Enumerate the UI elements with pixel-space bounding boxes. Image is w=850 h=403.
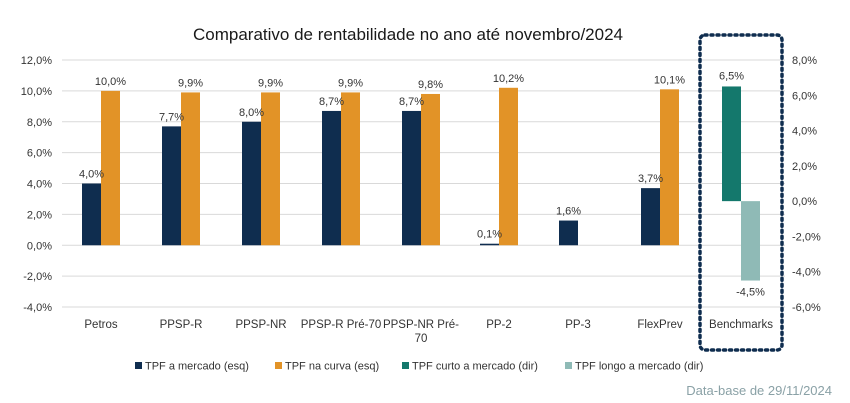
data-label: 1,6% <box>556 206 581 218</box>
legend-label: TPF longo a mercado (dir) <box>575 361 703 373</box>
bar-tpf-curva <box>181 92 200 246</box>
legend: TPF a mercado (esq) TPF na curva (esq) TPF… <box>135 361 703 373</box>
bar-tpf-curva <box>421 93 440 246</box>
bar-tpf-mercado <box>402 110 421 246</box>
category-label: FlexPrev <box>637 319 683 331</box>
legend-swatch <box>275 362 282 369</box>
data-label: 0,1% <box>477 229 502 241</box>
data-labels: 4,0% 10,0% 7,7% 9,9% 8,0% 9,9% 8,7% 9,9% 8,7% 9,8… <box>79 70 765 298</box>
category-label: PPSP-R <box>160 319 203 331</box>
left-tick-label: 12,0% <box>21 55 52 67</box>
data-label: 8,0% <box>239 107 264 119</box>
data-label: 7,7% <box>159 111 184 123</box>
benchmark-data-label: -4,5% <box>736 287 765 299</box>
category-label-benchmarks: Benchmarks <box>709 319 773 331</box>
category-label: PPSP-NR Pré- <box>383 319 459 331</box>
data-label: 10,2% <box>493 73 524 85</box>
right-tick-label: -2,0% <box>792 231 821 243</box>
footnote: Data-base de 29/11/2024 <box>686 383 832 398</box>
bar-tpf-mercado <box>559 220 578 246</box>
left-tick-label: 0,0% <box>27 240 52 252</box>
legend-label: TPF na curva (esq) <box>285 361 379 373</box>
right-tick-label: 4,0% <box>792 126 817 138</box>
legend-label: TPF a mercado (esq) <box>145 361 249 373</box>
left-tick-label: 2,0% <box>27 209 52 221</box>
category-label: PP-2 <box>486 319 512 331</box>
left-tick-label: 8,0% <box>27 117 52 129</box>
benchmarks-highlight-box <box>698 33 784 352</box>
left-tick-label: -2,0% <box>23 271 52 283</box>
right-tick-label: 6,0% <box>792 90 817 102</box>
bar-tpf-curva <box>261 92 280 246</box>
bar-tpf-curva <box>101 90 120 246</box>
bar-tpf-mercado <box>480 243 499 246</box>
data-label: 10,1% <box>654 74 685 86</box>
legend-swatch <box>565 362 572 369</box>
data-label: 9,9% <box>178 77 203 89</box>
bar-tpf-curva <box>499 87 518 246</box>
legend-swatch <box>402 362 409 369</box>
bars <box>82 86 760 281</box>
left-tick-label: -4,0% <box>23 302 52 314</box>
data-label: 8,7% <box>319 96 344 108</box>
legend-swatch <box>135 362 142 369</box>
category-labels: Petros PPSP-R PPSP-NR PPSP-R Pré-70 PPSP-NR … <box>84 319 773 345</box>
category-label: PPSP-R Pré-70 <box>301 319 382 331</box>
bar-tpf-mercado <box>322 110 341 246</box>
bar-tpf-mercado <box>82 183 101 246</box>
data-label: 3,7% <box>638 173 663 185</box>
category-label: PPSP-NR <box>235 319 286 331</box>
data-label: 10,0% <box>95 76 126 88</box>
category-label: Petros <box>84 319 117 331</box>
right-tick-label: 2,0% <box>792 161 817 173</box>
left-y-axis: -4,0% -2,0% 0,0% 2,0% 4,0% 6,0% 8,0% 10,0% 12,0% <box>21 55 52 314</box>
data-label: 8,7% <box>399 96 424 108</box>
bar-tpf-longo <box>741 201 760 281</box>
data-label: 9,8% <box>418 79 443 91</box>
data-label: 9,9% <box>338 77 363 89</box>
category-label: PP-3 <box>565 319 591 331</box>
left-tick-label: 6,0% <box>27 148 52 160</box>
data-label: 9,9% <box>258 77 283 89</box>
bar-tpf-mercado <box>162 126 181 246</box>
bar-tpf-curto <box>722 86 741 202</box>
bar-tpf-mercado <box>242 121 261 246</box>
left-tick-label: 10,0% <box>21 86 52 98</box>
right-tick-label: 8,0% <box>792 55 817 67</box>
right-tick-label: -6,0% <box>792 302 821 314</box>
right-tick-label: 0,0% <box>792 196 817 208</box>
left-tick-label: 4,0% <box>27 179 52 191</box>
right-tick-label: -4,0% <box>792 267 821 279</box>
chart-title: Comparativo de rentabilidade no ano até … <box>193 25 623 44</box>
bar-tpf-curva <box>341 92 360 246</box>
bar-tpf-curva <box>660 89 679 246</box>
benchmark-data-label: 6,5% <box>719 70 744 82</box>
data-label: 4,0% <box>79 169 104 181</box>
legend-label: TPF curto a mercado (dir) <box>412 361 538 373</box>
bar-tpf-mercado <box>641 188 660 246</box>
right-y-axis: -6,0% -4,0% -2,0% 0,0% 2,0% 4,0% 6,0% 8,0% <box>792 55 821 314</box>
category-label: 70 <box>415 333 428 345</box>
